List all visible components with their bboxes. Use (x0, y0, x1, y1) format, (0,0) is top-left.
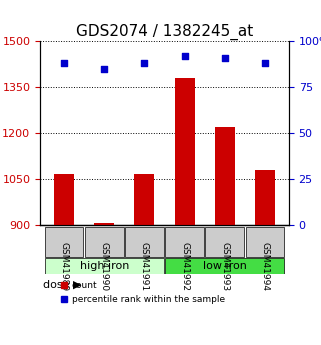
FancyBboxPatch shape (85, 227, 124, 257)
Point (102, 66, 107, 72)
Legend: count, percentile rank within the sample: count, percentile rank within the sample (57, 278, 228, 307)
Text: dose ▶: dose ▶ (43, 279, 81, 289)
Bar (54, 174, 74, 225)
Text: GSM41991: GSM41991 (140, 242, 149, 291)
FancyBboxPatch shape (125, 227, 164, 257)
Point (62, 61, 67, 66)
Point (182, 53, 187, 59)
Text: GSM41994: GSM41994 (260, 242, 269, 291)
FancyBboxPatch shape (165, 258, 284, 274)
FancyBboxPatch shape (165, 227, 204, 257)
Point (262, 61, 267, 66)
Text: GSM41992: GSM41992 (180, 242, 189, 291)
Text: GSM41990: GSM41990 (100, 242, 109, 291)
FancyBboxPatch shape (45, 227, 83, 257)
Text: GSM41989: GSM41989 (60, 242, 69, 291)
Text: low iron: low iron (203, 261, 247, 271)
Point (222, 55, 227, 61)
Bar (134, 174, 154, 225)
Text: high iron: high iron (80, 261, 129, 271)
FancyBboxPatch shape (45, 258, 164, 274)
Title: GDS2074 / 1382245_at: GDS2074 / 1382245_at (76, 24, 253, 40)
Text: GSM41993: GSM41993 (220, 242, 229, 291)
Bar (94, 223, 114, 225)
Point (142, 61, 147, 66)
FancyBboxPatch shape (205, 227, 244, 257)
Bar (215, 127, 235, 225)
FancyBboxPatch shape (246, 227, 284, 257)
Bar (255, 169, 275, 225)
Bar (175, 78, 195, 225)
